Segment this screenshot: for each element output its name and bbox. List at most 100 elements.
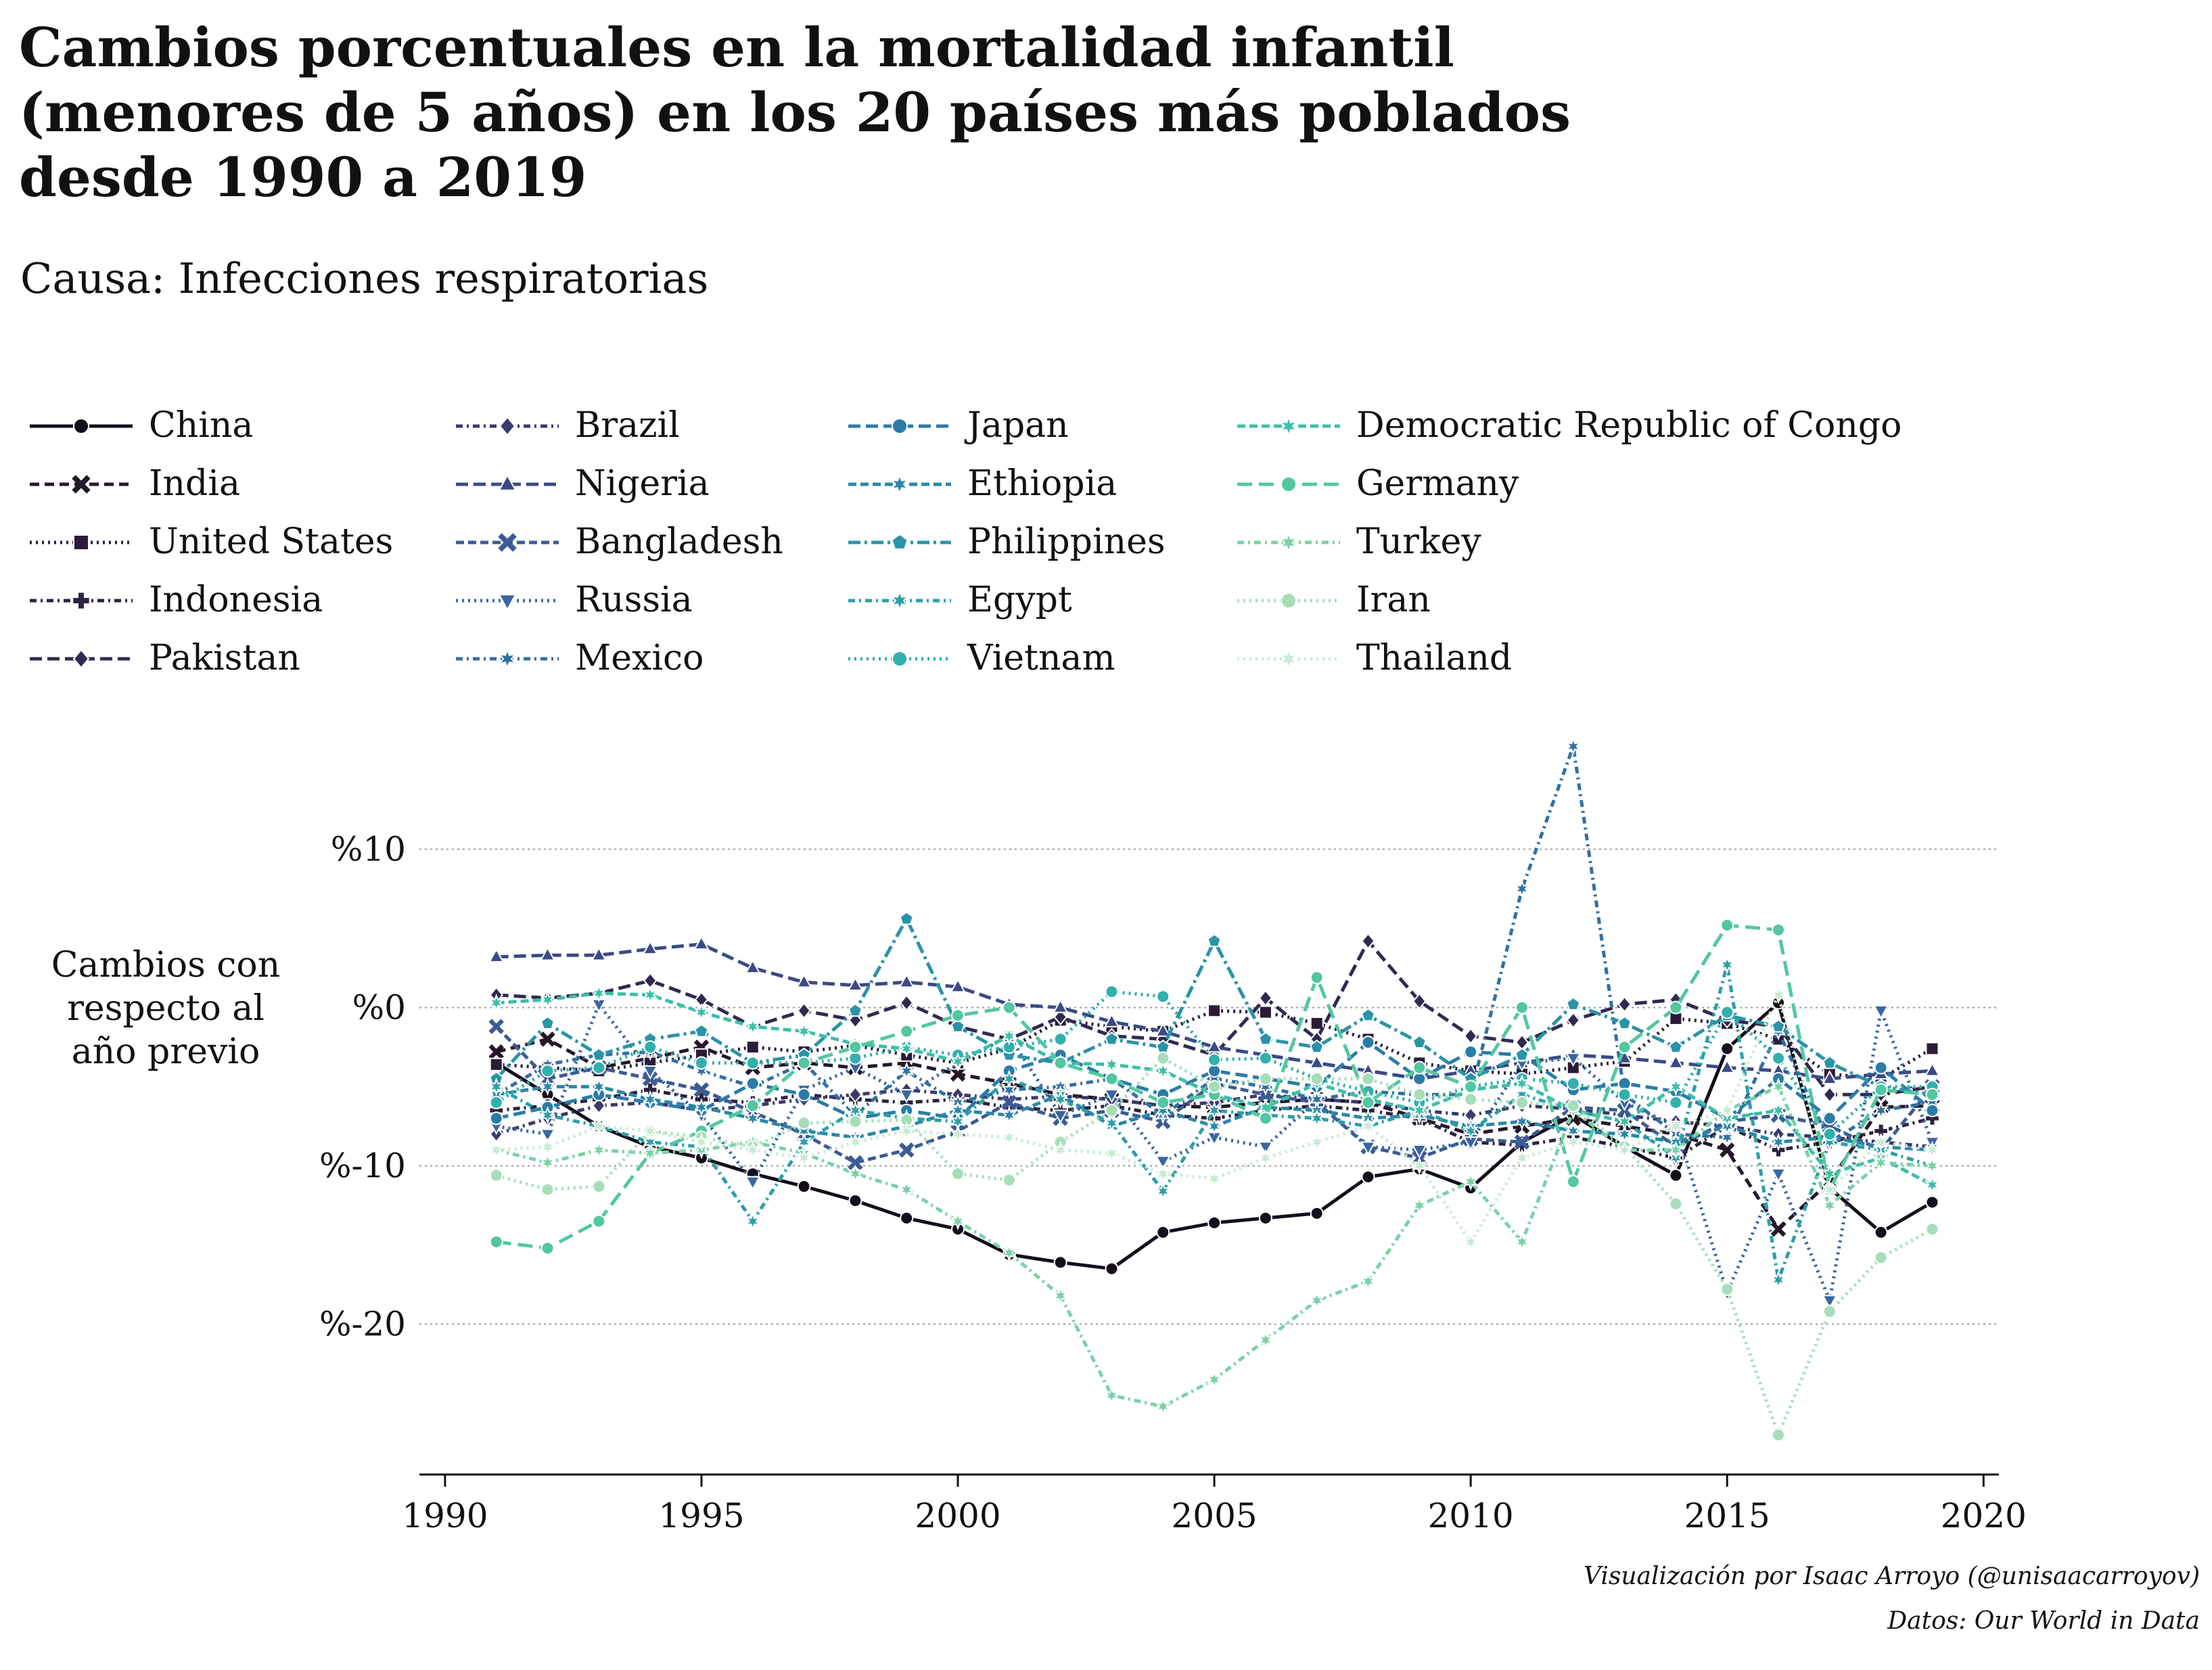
data-point bbox=[540, 1031, 555, 1047]
legend-swatch bbox=[1237, 415, 1340, 438]
legend-swatch bbox=[30, 534, 133, 551]
legend-swatch bbox=[1237, 593, 1340, 609]
data-point bbox=[1822, 1304, 1837, 1318]
data-point bbox=[1462, 1172, 1479, 1191]
data-point bbox=[1719, 1142, 1735, 1158]
data-point bbox=[951, 1008, 965, 1023]
data-point bbox=[693, 1098, 710, 1117]
data-point bbox=[1053, 998, 1069, 1013]
legend-label: Brazil bbox=[575, 405, 680, 446]
data-point bbox=[693, 935, 710, 950]
data-point bbox=[1770, 1270, 1787, 1289]
data-point bbox=[1103, 1013, 1120, 1027]
data-point bbox=[489, 1096, 503, 1109]
data-point bbox=[1565, 737, 1582, 756]
data-point bbox=[1258, 1149, 1274, 1167]
y-axis-label-line-1: Cambios con bbox=[51, 945, 281, 985]
data-point bbox=[1156, 1096, 1170, 1109]
data-point bbox=[951, 1167, 965, 1181]
series-line bbox=[496, 1040, 1934, 1120]
legend-label: Iran bbox=[1356, 580, 1431, 620]
data-point bbox=[899, 994, 914, 1011]
data-point bbox=[1719, 1059, 1735, 1073]
legend-item-democratic-republic-of-congo: Democratic Republic of Congo bbox=[1235, 399, 1902, 457]
x-tick-label: 1990 bbox=[402, 1496, 488, 1535]
data-point bbox=[1103, 1144, 1120, 1163]
data-point bbox=[1462, 1232, 1479, 1251]
data-point bbox=[1053, 1255, 1067, 1270]
legend-marker bbox=[1281, 593, 1297, 609]
data-point bbox=[1822, 1086, 1837, 1103]
title-line-3: desde 1990 a 2019 bbox=[19, 145, 587, 209]
legend-item-united-states: United States bbox=[27, 515, 636, 574]
data-point bbox=[489, 1057, 503, 1071]
data-point bbox=[1566, 1175, 1580, 1189]
data-point bbox=[1617, 1076, 1632, 1090]
data-point bbox=[950, 1019, 965, 1033]
data-point bbox=[1053, 1056, 1067, 1070]
data-point bbox=[1874, 1225, 1888, 1239]
data-point bbox=[1822, 1132, 1838, 1152]
data-point bbox=[796, 1149, 812, 1167]
data-point bbox=[1822, 1055, 1837, 1069]
data-point bbox=[1411, 1157, 1428, 1176]
data-point bbox=[1258, 1031, 1273, 1046]
data-point bbox=[898, 1061, 915, 1080]
data-point bbox=[1310, 1039, 1324, 1054]
data-point bbox=[1822, 1295, 1838, 1309]
data-point bbox=[1103, 1089, 1120, 1104]
data-point bbox=[1155, 1182, 1172, 1201]
data-point bbox=[1720, 1282, 1734, 1297]
y-tick-label: %-10 bbox=[319, 1146, 406, 1186]
data-point bbox=[1464, 1080, 1478, 1094]
data-point bbox=[1361, 1071, 1375, 1086]
data-point bbox=[1872, 1132, 1889, 1152]
data-point bbox=[848, 1040, 862, 1054]
data-point bbox=[1207, 1052, 1222, 1067]
data-point bbox=[1515, 1034, 1529, 1051]
legend-marker bbox=[890, 473, 909, 496]
data-point bbox=[539, 1077, 556, 1096]
data-point bbox=[592, 1097, 606, 1115]
data-point bbox=[1001, 1106, 1017, 1125]
legend-label: United States bbox=[149, 521, 394, 562]
series-philippines bbox=[489, 911, 1940, 1101]
legend-swatch bbox=[456, 647, 559, 670]
data-point bbox=[1001, 1243, 1017, 1262]
legend-item-turkey: Turkey bbox=[1235, 515, 1843, 574]
data-point bbox=[1411, 1144, 1427, 1159]
data-point bbox=[1770, 1168, 1787, 1183]
data-point bbox=[1001, 1094, 1017, 1111]
legend-marker bbox=[499, 416, 516, 436]
data-point bbox=[1002, 1000, 1016, 1015]
legend-marker bbox=[73, 534, 89, 551]
x-tick-label: 2005 bbox=[1171, 1496, 1257, 1535]
data-point bbox=[744, 1211, 761, 1231]
series-line bbox=[496, 1088, 1933, 1160]
data-point bbox=[540, 1241, 555, 1255]
data-point bbox=[1105, 1103, 1119, 1117]
legend-swatch bbox=[1237, 531, 1340, 554]
data-point bbox=[1105, 1261, 1119, 1276]
legend-marker bbox=[1279, 647, 1298, 670]
data-point bbox=[797, 1056, 811, 1070]
data-point bbox=[898, 1180, 915, 1199]
legend-marker bbox=[1281, 476, 1297, 492]
legend-item-china: China bbox=[27, 399, 636, 457]
data-point bbox=[1874, 1061, 1888, 1075]
data-point bbox=[848, 1051, 862, 1065]
legend-marker bbox=[1279, 531, 1298, 554]
data-point bbox=[1924, 1140, 1941, 1159]
data-point bbox=[592, 1214, 606, 1228]
data-point bbox=[1156, 1225, 1170, 1239]
legend-swatch bbox=[456, 416, 559, 436]
data-point bbox=[1669, 1096, 1683, 1109]
data-point bbox=[1361, 1096, 1375, 1109]
data-point bbox=[1822, 1180, 1838, 1199]
data-point bbox=[1925, 1042, 1939, 1056]
data-point bbox=[1770, 1132, 1787, 1152]
legend-label: Egypt bbox=[967, 580, 1072, 620]
data-point bbox=[591, 1117, 607, 1136]
data-point bbox=[1616, 1140, 1633, 1159]
data-point bbox=[745, 1176, 761, 1190]
